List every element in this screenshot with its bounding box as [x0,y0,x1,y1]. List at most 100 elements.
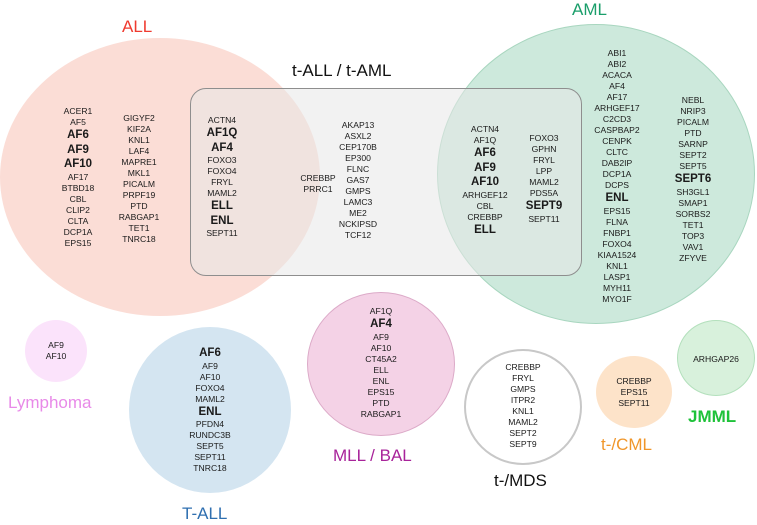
t-cml-genes: CREBBP EPS15 SEPT11 [604,376,664,409]
gene-label: SORBS2 [675,208,711,219]
gene-label: CENPK [602,136,632,146]
gene-label: KNL1 [512,406,534,416]
gene-label: AF17 [67,171,89,182]
gene-label: ACACA [602,70,632,80]
gene-label: AF9 [202,360,218,371]
gene-label: TOP3 [681,230,705,241]
gene-label: BTBD18 [61,182,95,193]
gene-label: ACTN4 [207,115,237,125]
gene-label: TET1 [128,223,150,233]
gene-label: ME2 [349,208,367,218]
gene-label: ARHGEF12 [462,189,508,200]
gene-label: PICALM [123,179,155,189]
all-overlap-genes: ACTN4 AF1Q AF4 FOXO3 FOXO4 FRYL MAML2 ELL ENL SEP… [196,115,248,239]
gene-label: EPS15 [603,205,631,216]
gene-label: AF9 [67,143,89,156]
gene-label: AF10 [199,371,221,382]
gene-label: ITPR2 [510,395,536,405]
mll-bal-circle [307,292,455,436]
gene-label: MKL1 [127,168,151,178]
gene-label: SH3GL1 [676,186,710,197]
all-genes-col1: ACER1 AF5 AF6 AF9 AF10 AF17 BTBD18 CBL CLIP2 CLTA… [50,106,106,249]
gene-label: DCPS [605,180,629,190]
tall-genes: AF6 AF9 AF10 FOXO4 MAML2 ENL PFDN4 RUNDC3B SEPT5… [180,346,240,474]
gene-label: ZFYVE [679,252,707,263]
gene-label: EPS15 [64,237,92,248]
gene-label: AF10 [470,176,500,188]
gene-label: PRPF19 [122,190,156,200]
gene-label: SEPT9 [525,200,563,212]
gene-label: TCF12 [344,230,372,240]
gene-label: NEBL [681,95,705,105]
t-mds-circle [464,349,582,465]
gene-label: KIF2A [127,124,151,134]
gene-label: AF9 [373,331,389,342]
tall-taml-genes-col1: CREBBP PRRC1 [292,173,344,195]
gene-label: CLIP2 [66,204,90,215]
gene-label: AF10 [63,158,93,170]
t-mds-title: t-/MDS [494,471,547,490]
gene-label: ELL [373,364,389,375]
gene-label: SEPT6 [674,173,712,185]
gene-label: GAS7 [346,175,370,185]
gene-label: FRYL [512,373,534,383]
gene-label: FOXO4 [195,382,225,393]
gene-label: SEPT5 [679,161,707,171]
gene-label: GPHN [531,144,557,154]
t-mds-genes: CREBBP FRYL GMPS ITPR2 KNL1 MAML2 SEPT2 SEPT9 [493,362,553,450]
gene-label: LAF4 [128,146,150,156]
gene-label: ABI1 [607,48,627,58]
gene-label: CEP170B [339,142,377,152]
gene-label: AF6 [67,129,89,141]
gene-label: AF10 [370,342,392,353]
t-cml-circle [596,356,672,428]
gene-label: ABI2 [607,59,627,69]
gene-label: AF10 [45,351,67,361]
gene-label: AF6 [199,347,221,359]
aml-genes-col1: ABI1 ABI2 ACACA AF4 AF17 ARHGEF17 C2CD3 CASPBAP… [590,48,644,305]
gene-label: AF6 [474,147,496,159]
tall-taml-title: t-ALL / t-AML [292,61,392,80]
tall-taml-box [190,88,582,276]
gene-label: FLNA [606,216,628,227]
tall-circle [129,327,291,493]
gene-label: FRYL [533,155,555,165]
gene-label: PICALM [677,117,709,127]
lymphoma-circle [25,320,87,382]
gene-label: DCP1A [63,226,93,237]
gene-label: MAML2 [508,417,538,427]
gene-label: ACTN4 [470,124,500,134]
gene-label: MAML2 [207,188,237,198]
gene-label: MAML2 [195,393,225,404]
gene-label: PRRC1 [303,184,333,194]
gene-label: AF9 [48,340,64,350]
gene-label: FLNC [346,164,370,174]
gene-label: ELL [474,223,496,236]
gene-label: CREBBP [505,362,541,372]
gene-label: PTD [130,201,148,211]
gene-label: PTD [372,397,390,408]
gene-label: ENL [210,214,234,227]
gene-label: LPP [535,166,553,176]
gene-label: GMPS [510,384,536,394]
lymphoma-genes: AF9 AF10 [36,340,76,362]
lymphoma-title: Lymphoma [8,393,92,412]
gene-label: KNL1 [128,135,150,145]
gene-label: MAML2 [529,177,559,187]
gene-label: RABGAP1 [360,408,402,419]
gene-label: NRIP3 [680,106,706,116]
gene-label: CREBBP [300,173,336,183]
gene-label: EPS15 [620,387,648,397]
gene-label: FOXO3 [529,133,559,143]
gene-label: NCKIPSD [338,219,378,229]
aml-genes-col2: NEBL NRIP3 PICALM PTD SARNP SEPT2 SEPT5 SEPT6 SH… [668,95,718,264]
gene-label: AF1Q [473,135,497,145]
gene-label: AF1Q [206,127,238,139]
gene-label: CT45A2 [365,353,397,364]
gene-label: ENL [605,192,629,204]
gene-label: SEPT11 [194,452,226,462]
gene-label: SEPT2 [509,428,537,438]
gene-label: CBL [69,193,87,204]
gene-label: MYO1F [602,293,632,304]
